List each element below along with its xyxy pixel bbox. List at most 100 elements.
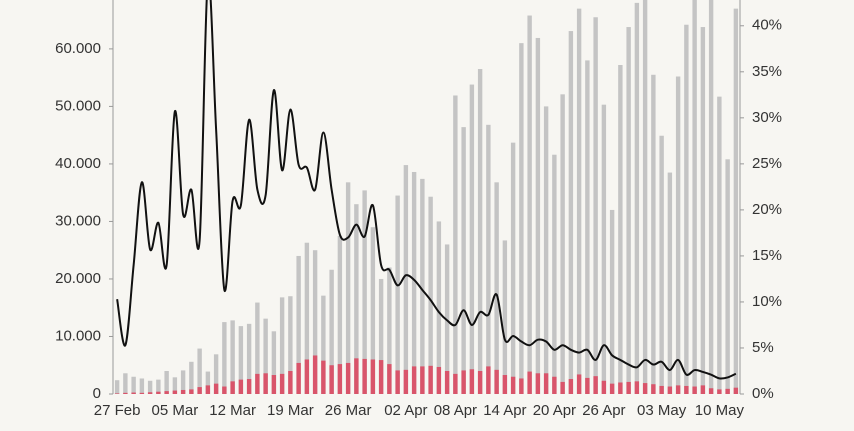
bar (560, 381, 565, 394)
bar (618, 382, 623, 394)
bar (156, 379, 161, 394)
bar (114, 393, 120, 394)
bar (189, 361, 194, 394)
lines (116, 0, 737, 380)
bar (180, 389, 186, 394)
bar (114, 380, 120, 394)
bar (271, 375, 277, 394)
bar (387, 364, 392, 394)
bar (312, 250, 318, 394)
bar (651, 384, 656, 394)
bar (667, 172, 673, 394)
bar (139, 378, 145, 394)
bar (733, 8, 739, 394)
bar (576, 8, 582, 394)
bar (329, 365, 334, 394)
bar (684, 24, 689, 394)
bar (213, 383, 219, 394)
bar (667, 386, 673, 394)
y2-tick-label: 15% (752, 247, 782, 264)
bar (527, 15, 532, 394)
x-tick-label: 26 Mar (325, 402, 372, 419)
bar (642, 0, 648, 394)
bar (593, 17, 598, 395)
bar (271, 331, 277, 394)
bar (568, 379, 574, 394)
x-tick-label: 08 Apr (434, 402, 477, 419)
bar (370, 359, 376, 394)
bar (519, 43, 524, 395)
bar (576, 374, 582, 394)
bar (469, 84, 475, 395)
bar (717, 389, 722, 394)
bar (123, 373, 128, 394)
y2-tick-label: 30% (752, 109, 782, 126)
x-tick-label: 03 May (637, 402, 687, 419)
bar (535, 37, 541, 395)
bar (461, 370, 466, 394)
bar (634, 2, 640, 394)
bar (428, 196, 433, 394)
bar (288, 296, 293, 394)
bar (362, 190, 367, 394)
bar (205, 371, 211, 394)
bar (708, 388, 714, 394)
y2-tick-label: 0% (752, 385, 774, 402)
bar (263, 373, 268, 394)
bar (304, 242, 310, 394)
bar (692, 0, 697, 394)
bar (593, 376, 598, 394)
bar (675, 385, 681, 394)
bar (560, 94, 565, 394)
y2-tick-label: 5% (752, 339, 774, 356)
y2-tick-label: 10% (752, 293, 782, 310)
bar (147, 392, 153, 394)
bar (354, 204, 359, 394)
y-tick-label: 30.000 (55, 212, 101, 229)
bar (172, 390, 178, 394)
bar (552, 154, 557, 394)
bar (337, 235, 343, 394)
bar (337, 364, 343, 394)
x-tick-label: 05 Mar (152, 402, 199, 419)
bar (684, 385, 689, 394)
bar (568, 31, 574, 395)
bar (609, 209, 615, 394)
bar (486, 124, 491, 394)
bar (222, 386, 227, 394)
bar (510, 142, 516, 394)
bar (354, 358, 359, 394)
bar (585, 377, 590, 394)
bar (321, 360, 326, 394)
bar (164, 370, 169, 394)
bar (502, 240, 508, 394)
bar (477, 370, 483, 394)
bar (428, 365, 433, 394)
bar (436, 221, 442, 394)
bar (618, 64, 623, 395)
bar (444, 370, 450, 394)
bar (717, 96, 722, 395)
bar (692, 386, 697, 394)
bar (304, 359, 310, 394)
bar (453, 373, 458, 394)
bar (197, 348, 202, 394)
bar (156, 391, 161, 394)
bar (387, 267, 392, 394)
bar (494, 182, 499, 394)
bar (651, 74, 656, 395)
bar (296, 362, 301, 394)
bar (659, 385, 664, 394)
bar (626, 27, 631, 395)
y2-tick-label: 40% (752, 17, 782, 34)
bar (502, 375, 508, 394)
bar (642, 383, 648, 394)
line (116, 0, 737, 380)
bar (601, 380, 607, 394)
bar (238, 326, 244, 394)
bar (543, 106, 549, 395)
bar (733, 387, 739, 394)
bar (345, 362, 351, 394)
bar (708, 0, 714, 394)
